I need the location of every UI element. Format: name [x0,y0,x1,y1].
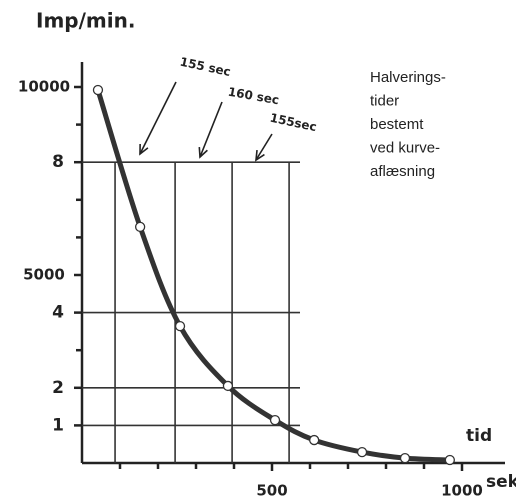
note-line: Halverings- [370,69,446,86]
x-tick-label: 500 [256,482,287,500]
y-tick-label: 5000 [23,266,65,284]
note-line: aflæsning [370,163,435,180]
data-point [269,414,281,426]
y-tick-label: 4 [52,303,64,323]
data-point [92,84,104,96]
x-axis-label: tid [466,426,492,446]
annotation: 155 sec [179,55,232,79]
arrow [199,101,223,158]
data-point [134,221,146,233]
note-line: bestemt [370,116,424,133]
y-tick-label: 8 [52,152,64,172]
arrow-head [139,143,149,156]
arrow-head [255,149,265,162]
data-point [444,454,455,466]
y-tick-label: 2 [52,378,64,398]
note-line: tider [370,92,399,109]
data-point [222,380,234,392]
x-axis-label: sek [486,472,516,492]
annotation: 160 sec [227,85,280,108]
annotation: 155sec [269,111,318,135]
note-line: ved kurve- [370,139,440,156]
y-axis-label: Imp/min. [36,9,135,33]
data-point [356,446,368,458]
arrow-head [198,146,208,159]
data-point [399,452,411,464]
arrow [139,81,177,155]
y-tick-label: 1 [52,415,64,435]
data-point [309,434,320,446]
arrow [255,133,273,161]
y-tick-label: 10000 [18,78,70,96]
x-tick-label: 1000 [441,482,483,500]
data-point [174,320,186,332]
